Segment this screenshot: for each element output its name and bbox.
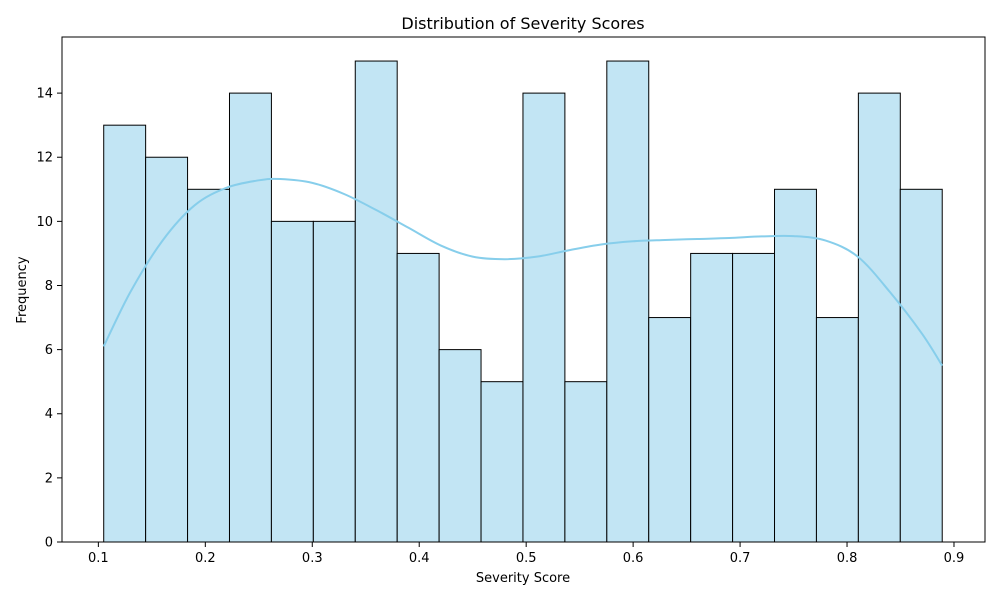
x-tick-label: 0.1 bbox=[88, 551, 109, 566]
x-tick-label: 0.2 bbox=[195, 551, 216, 566]
histogram-bar bbox=[815, 317, 859, 543]
y-axis-ticks: 0 2 4 6 8 10 12 14 bbox=[36, 87, 62, 551]
histogram-bar bbox=[145, 156, 189, 543]
histogram-bar bbox=[690, 252, 734, 543]
histogram-bar bbox=[354, 60, 398, 543]
histogram-bar bbox=[606, 60, 650, 543]
y-tick-label: 4 bbox=[45, 407, 53, 422]
x-tick-label: 0.9 bbox=[944, 551, 965, 566]
histogram-bar bbox=[857, 92, 901, 543]
histogram-bar bbox=[522, 92, 566, 543]
histogram-bar bbox=[396, 252, 440, 543]
y-tick-label: 14 bbox=[36, 87, 53, 102]
y-tick-label: 8 bbox=[45, 279, 53, 294]
x-tick-label: 0.6 bbox=[623, 551, 644, 566]
histogram-bar bbox=[564, 381, 608, 543]
bars-group bbox=[103, 60, 943, 543]
y-tick-label: 12 bbox=[36, 151, 53, 166]
y-tick-label: 0 bbox=[45, 536, 53, 551]
x-tick-label: 0.4 bbox=[409, 551, 430, 566]
x-axis-label: Severity Score bbox=[476, 571, 570, 586]
histogram-bar bbox=[438, 349, 482, 543]
y-tick-label: 2 bbox=[45, 471, 53, 486]
histogram-bar bbox=[480, 381, 524, 543]
histogram-bar bbox=[732, 252, 776, 543]
x-tick-label: 0.7 bbox=[730, 551, 751, 566]
x-tick-label: 0.3 bbox=[302, 551, 323, 566]
histogram-bar bbox=[270, 220, 314, 543]
kde-curve bbox=[102, 177, 944, 367]
y-axis-label: Frequency bbox=[15, 256, 30, 323]
histogram-bar bbox=[187, 188, 230, 543]
plot-frame bbox=[61, 36, 986, 543]
chart-title: Distribution of Severity Scores bbox=[401, 14, 644, 33]
x-axis-ticks: 0.1 0.2 0.3 0.4 0.5 0.6 0.7 0.8 0.9 bbox=[88, 542, 964, 566]
histogram-bar bbox=[774, 188, 817, 543]
kde-group bbox=[102, 177, 944, 367]
histogram-bar bbox=[228, 92, 272, 543]
y-tick-label: 6 bbox=[45, 343, 53, 358]
histogram-bar bbox=[312, 220, 356, 543]
y-tick-label: 10 bbox=[36, 215, 53, 230]
x-tick-label: 0.8 bbox=[837, 551, 858, 566]
histogram-bar bbox=[648, 317, 692, 543]
histogram-bar bbox=[899, 188, 943, 543]
x-tick-label: 0.5 bbox=[516, 551, 537, 566]
